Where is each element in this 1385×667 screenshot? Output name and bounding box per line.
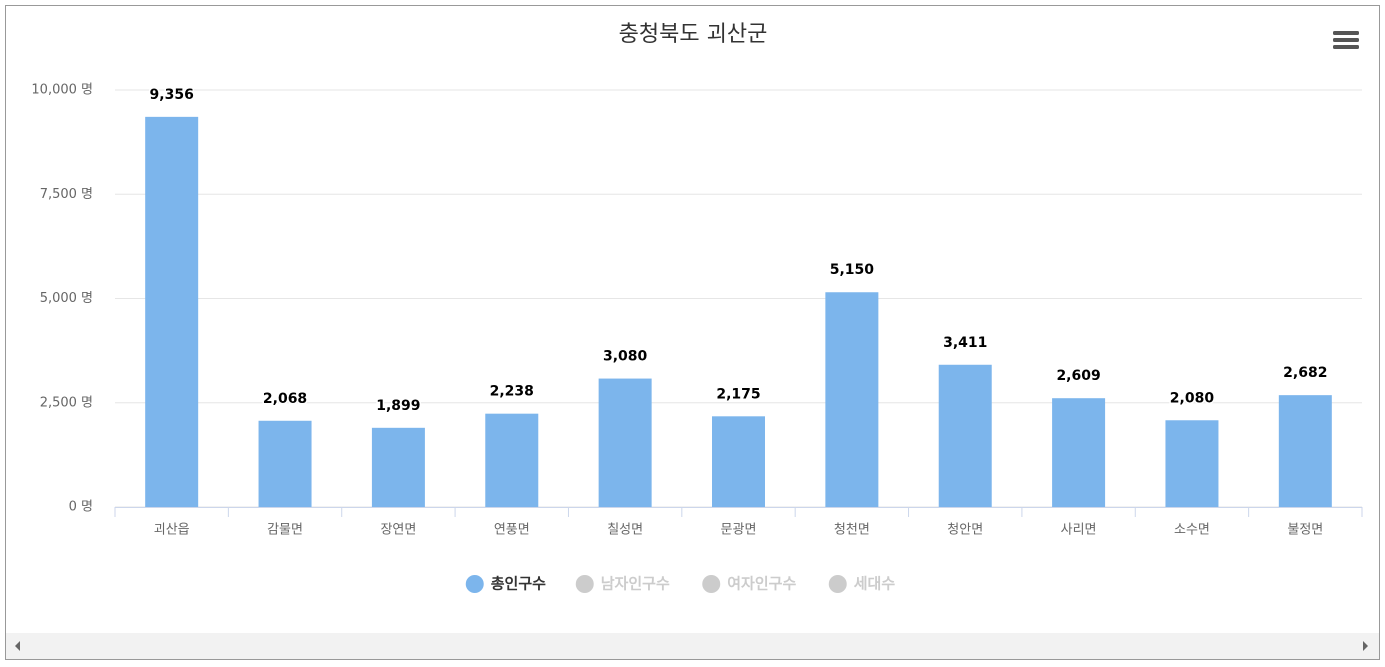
- bar: [712, 416, 765, 507]
- bar: [598, 378, 652, 507]
- x-tick-label: 소수면: [1174, 523, 1210, 538]
- frame: [5, 5, 1380, 660]
- bar: [1052, 398, 1106, 507]
- data-label: 9,356: [150, 87, 194, 103]
- bar: [938, 364, 992, 507]
- bar: [485, 413, 539, 507]
- legend-symbol: [575, 575, 594, 593]
- x-tick-label: 괴산읍: [154, 523, 190, 538]
- legend-label: 세대수: [854, 575, 896, 593]
- x-tick-label: 문광면: [721, 523, 757, 538]
- legend-symbol: [828, 575, 847, 593]
- bar: [258, 420, 312, 507]
- y-tick-label: 5,000 명: [40, 291, 93, 306]
- bar: [1278, 395, 1332, 507]
- x-tick-label: 연풍면: [494, 523, 530, 538]
- y-tick-label: 2,500 명: [40, 395, 93, 410]
- x-tick-label: 청안면: [947, 523, 983, 538]
- menu-bar: [1333, 31, 1359, 35]
- data-label: 2,080: [1170, 390, 1215, 406]
- scroll-left[interactable]: [15, 641, 20, 651]
- data-label: 2,238: [490, 384, 534, 400]
- x-tick-label: 청천면: [834, 523, 870, 538]
- x-tick-label: 감물면: [267, 523, 303, 538]
- menu-bar: [1333, 45, 1359, 49]
- scrollbar[interactable]: [6, 633, 1379, 659]
- x-tick-label: 칠성면: [607, 523, 643, 538]
- chart-title: 충청북도 괴산군: [619, 22, 768, 47]
- y-tick-label: 7,500 명: [40, 187, 93, 202]
- bar: [1165, 420, 1219, 507]
- data-label: 1,899: [376, 398, 420, 414]
- legend-symbol: [465, 575, 484, 593]
- bar: [825, 292, 879, 507]
- legend-item[interactable]: 남자인구수: [575, 575, 670, 594]
- menu-bar: [1333, 38, 1359, 42]
- legend-label: 여자인구수: [727, 575, 796, 593]
- y-tick-label: 0 명: [69, 500, 93, 515]
- y-tick-label: 10,000 명: [31, 83, 93, 98]
- x-tick-label: 장연면: [380, 523, 416, 538]
- data-label: 2,682: [1283, 365, 1327, 381]
- menu-button[interactable]: [1333, 31, 1359, 49]
- legend-item[interactable]: 총인구수: [465, 575, 546, 594]
- scroll-right[interactable]: [1363, 641, 1368, 651]
- legend-item[interactable]: 세대수: [828, 575, 896, 594]
- x-tick-label: 사리면: [1061, 523, 1097, 538]
- bar: [371, 427, 425, 507]
- legend-label: 남자인구수: [601, 575, 670, 593]
- legend-symbol: [702, 575, 721, 593]
- data-label: 3,411: [943, 335, 987, 351]
- legend-label: 총인구수: [491, 575, 546, 593]
- data-label: 2,068: [263, 391, 307, 407]
- legend-item[interactable]: 여자인구수: [702, 575, 796, 594]
- data-label: 5,150: [830, 262, 875, 278]
- bar: [145, 116, 199, 507]
- data-label: 3,080: [603, 349, 648, 365]
- x-tick-label: 불정면: [1287, 523, 1323, 538]
- data-label: 2,175: [716, 386, 760, 402]
- data-label: 2,609: [1056, 368, 1100, 384]
